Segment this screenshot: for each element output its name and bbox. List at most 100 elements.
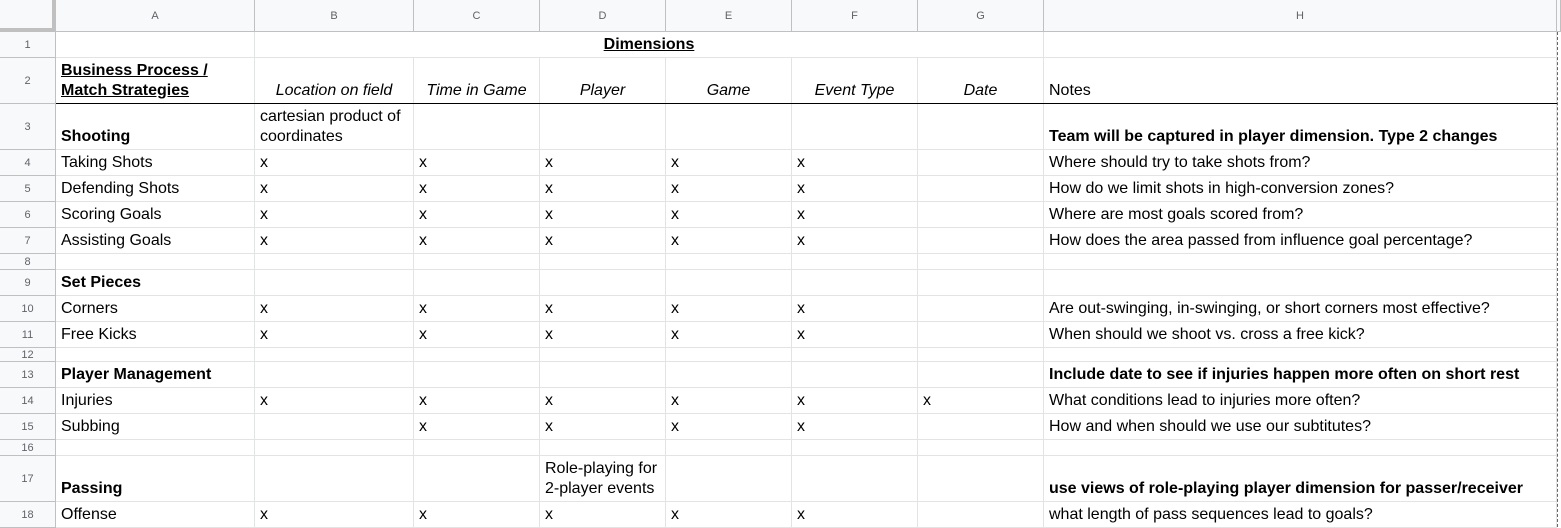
cell-h7[interactable]: How does the area passed from influence … (1044, 228, 1557, 254)
cell-g8[interactable] (918, 254, 1044, 270)
cell-h16[interactable] (1044, 440, 1557, 456)
cell-d16[interactable] (540, 440, 666, 456)
cell-a5[interactable]: Defending Shots (56, 176, 255, 202)
cell-e10[interactable]: x (666, 296, 792, 322)
cell-f18[interactable]: x (792, 502, 918, 528)
cell-f13[interactable] (792, 362, 918, 388)
cell-b5[interactable]: x (255, 176, 414, 202)
cell-e18[interactable]: x (666, 502, 792, 528)
cell-b10[interactable]: x (255, 296, 414, 322)
cell-b11[interactable]: x (255, 322, 414, 348)
cell-e11[interactable]: x (666, 322, 792, 348)
cell-c16[interactable] (414, 440, 540, 456)
cell-f8[interactable] (792, 254, 918, 270)
cell-e15[interactable]: x (666, 414, 792, 440)
cell-f9[interactable] (792, 270, 918, 296)
cell-c14[interactable]: x (414, 388, 540, 414)
cell-f16[interactable] (792, 440, 918, 456)
select-all-corner[interactable] (0, 0, 56, 32)
cell-h15[interactable]: How and when should we use our subtitute… (1044, 414, 1557, 440)
cell-g17[interactable] (918, 456, 1044, 502)
cell-d3[interactable] (540, 104, 666, 150)
cell-g9[interactable] (918, 270, 1044, 296)
cell-h2[interactable]: Notes (1044, 58, 1557, 104)
row-header-9[interactable]: 9 (0, 270, 56, 296)
cell-b17[interactable] (255, 456, 414, 502)
cell-a2[interactable]: Business Process / Match Strategies (56, 58, 255, 104)
cell-d11[interactable]: x (540, 322, 666, 348)
cell-g11[interactable] (918, 322, 1044, 348)
cell-d15[interactable]: x (540, 414, 666, 440)
column-header-c[interactable]: C (414, 0, 540, 32)
cell-c15[interactable]: x (414, 414, 540, 440)
cell-c10[interactable]: x (414, 296, 540, 322)
cell-g16[interactable] (918, 440, 1044, 456)
cell-e8[interactable] (666, 254, 792, 270)
cell-c18[interactable]: x (414, 502, 540, 528)
cell-c3[interactable] (414, 104, 540, 150)
cell-e16[interactable] (666, 440, 792, 456)
row-header-3[interactable]: 3 (0, 104, 56, 150)
cell-b6[interactable]: x (255, 202, 414, 228)
cell-d8[interactable] (540, 254, 666, 270)
cell-e12[interactable] (666, 348, 792, 362)
cell-h6[interactable]: Where are most goals scored from? (1044, 202, 1557, 228)
cell-b2[interactable]: Location on field (255, 58, 414, 104)
cell-c7[interactable]: x (414, 228, 540, 254)
cell-c9[interactable] (414, 270, 540, 296)
cell-h11[interactable]: When should we shoot vs. cross a free ki… (1044, 322, 1557, 348)
cell-f3[interactable] (792, 104, 918, 150)
cell-f14[interactable]: x (792, 388, 918, 414)
cell-h3[interactable]: Team will be captured in player dimensio… (1044, 104, 1557, 150)
cell-a15[interactable]: Subbing (56, 414, 255, 440)
cell-f10[interactable]: x (792, 296, 918, 322)
cell-g3[interactable] (918, 104, 1044, 150)
cell-b7[interactable]: x (255, 228, 414, 254)
row-header-1[interactable]: 1 (0, 32, 56, 58)
cell-g7[interactable] (918, 228, 1044, 254)
cell-c12[interactable] (414, 348, 540, 362)
cell-f5[interactable]: x (792, 176, 918, 202)
cell-g2[interactable]: Date (918, 58, 1044, 104)
row-header-17[interactable]: 17 (0, 456, 56, 502)
cell-g10[interactable] (918, 296, 1044, 322)
column-header-b[interactable]: B (255, 0, 414, 32)
row-header-11[interactable]: 11 (0, 322, 56, 348)
cell-d13[interactable] (540, 362, 666, 388)
cell-f11[interactable]: x (792, 322, 918, 348)
cell-h4[interactable]: Where should try to take shots from? (1044, 150, 1557, 176)
cell-f15[interactable]: x (792, 414, 918, 440)
cell-f6[interactable]: x (792, 202, 918, 228)
cell-b14[interactable]: x (255, 388, 414, 414)
cell-e6[interactable]: x (666, 202, 792, 228)
cell-b9[interactable] (255, 270, 414, 296)
cell-f2[interactable]: Event Type (792, 58, 918, 104)
cell-a7[interactable]: Assisting Goals (56, 228, 255, 254)
column-header-d[interactable]: D (540, 0, 666, 32)
cell-g4[interactable] (918, 150, 1044, 176)
cell-a8[interactable] (56, 254, 255, 270)
cell-e17[interactable] (666, 456, 792, 502)
row-header-2[interactable]: 2 (0, 58, 56, 104)
cell-g15[interactable] (918, 414, 1044, 440)
cell-d5[interactable]: x (540, 176, 666, 202)
cell-b4[interactable]: x (255, 150, 414, 176)
cell-d14[interactable]: x (540, 388, 666, 414)
cell-e7[interactable]: x (666, 228, 792, 254)
cell-a3[interactable]: Shooting (56, 104, 255, 150)
cell-a11[interactable]: Free Kicks (56, 322, 255, 348)
cell-c2[interactable]: Time in Game (414, 58, 540, 104)
cell-c17[interactable] (414, 456, 540, 502)
row-header-8[interactable]: 8 (0, 254, 56, 270)
cell-b16[interactable] (255, 440, 414, 456)
cell-d10[interactable]: x (540, 296, 666, 322)
cell-h13[interactable]: Include date to see if injuries happen m… (1044, 362, 1557, 388)
cell-b18[interactable]: x (255, 502, 414, 528)
cell-d18[interactable]: x (540, 502, 666, 528)
cell-h1[interactable] (1044, 32, 1557, 58)
column-header-f[interactable]: F (792, 0, 918, 32)
cell-c5[interactable]: x (414, 176, 540, 202)
cell-d12[interactable] (540, 348, 666, 362)
cell-a12[interactable] (56, 348, 255, 362)
cell-e9[interactable] (666, 270, 792, 296)
